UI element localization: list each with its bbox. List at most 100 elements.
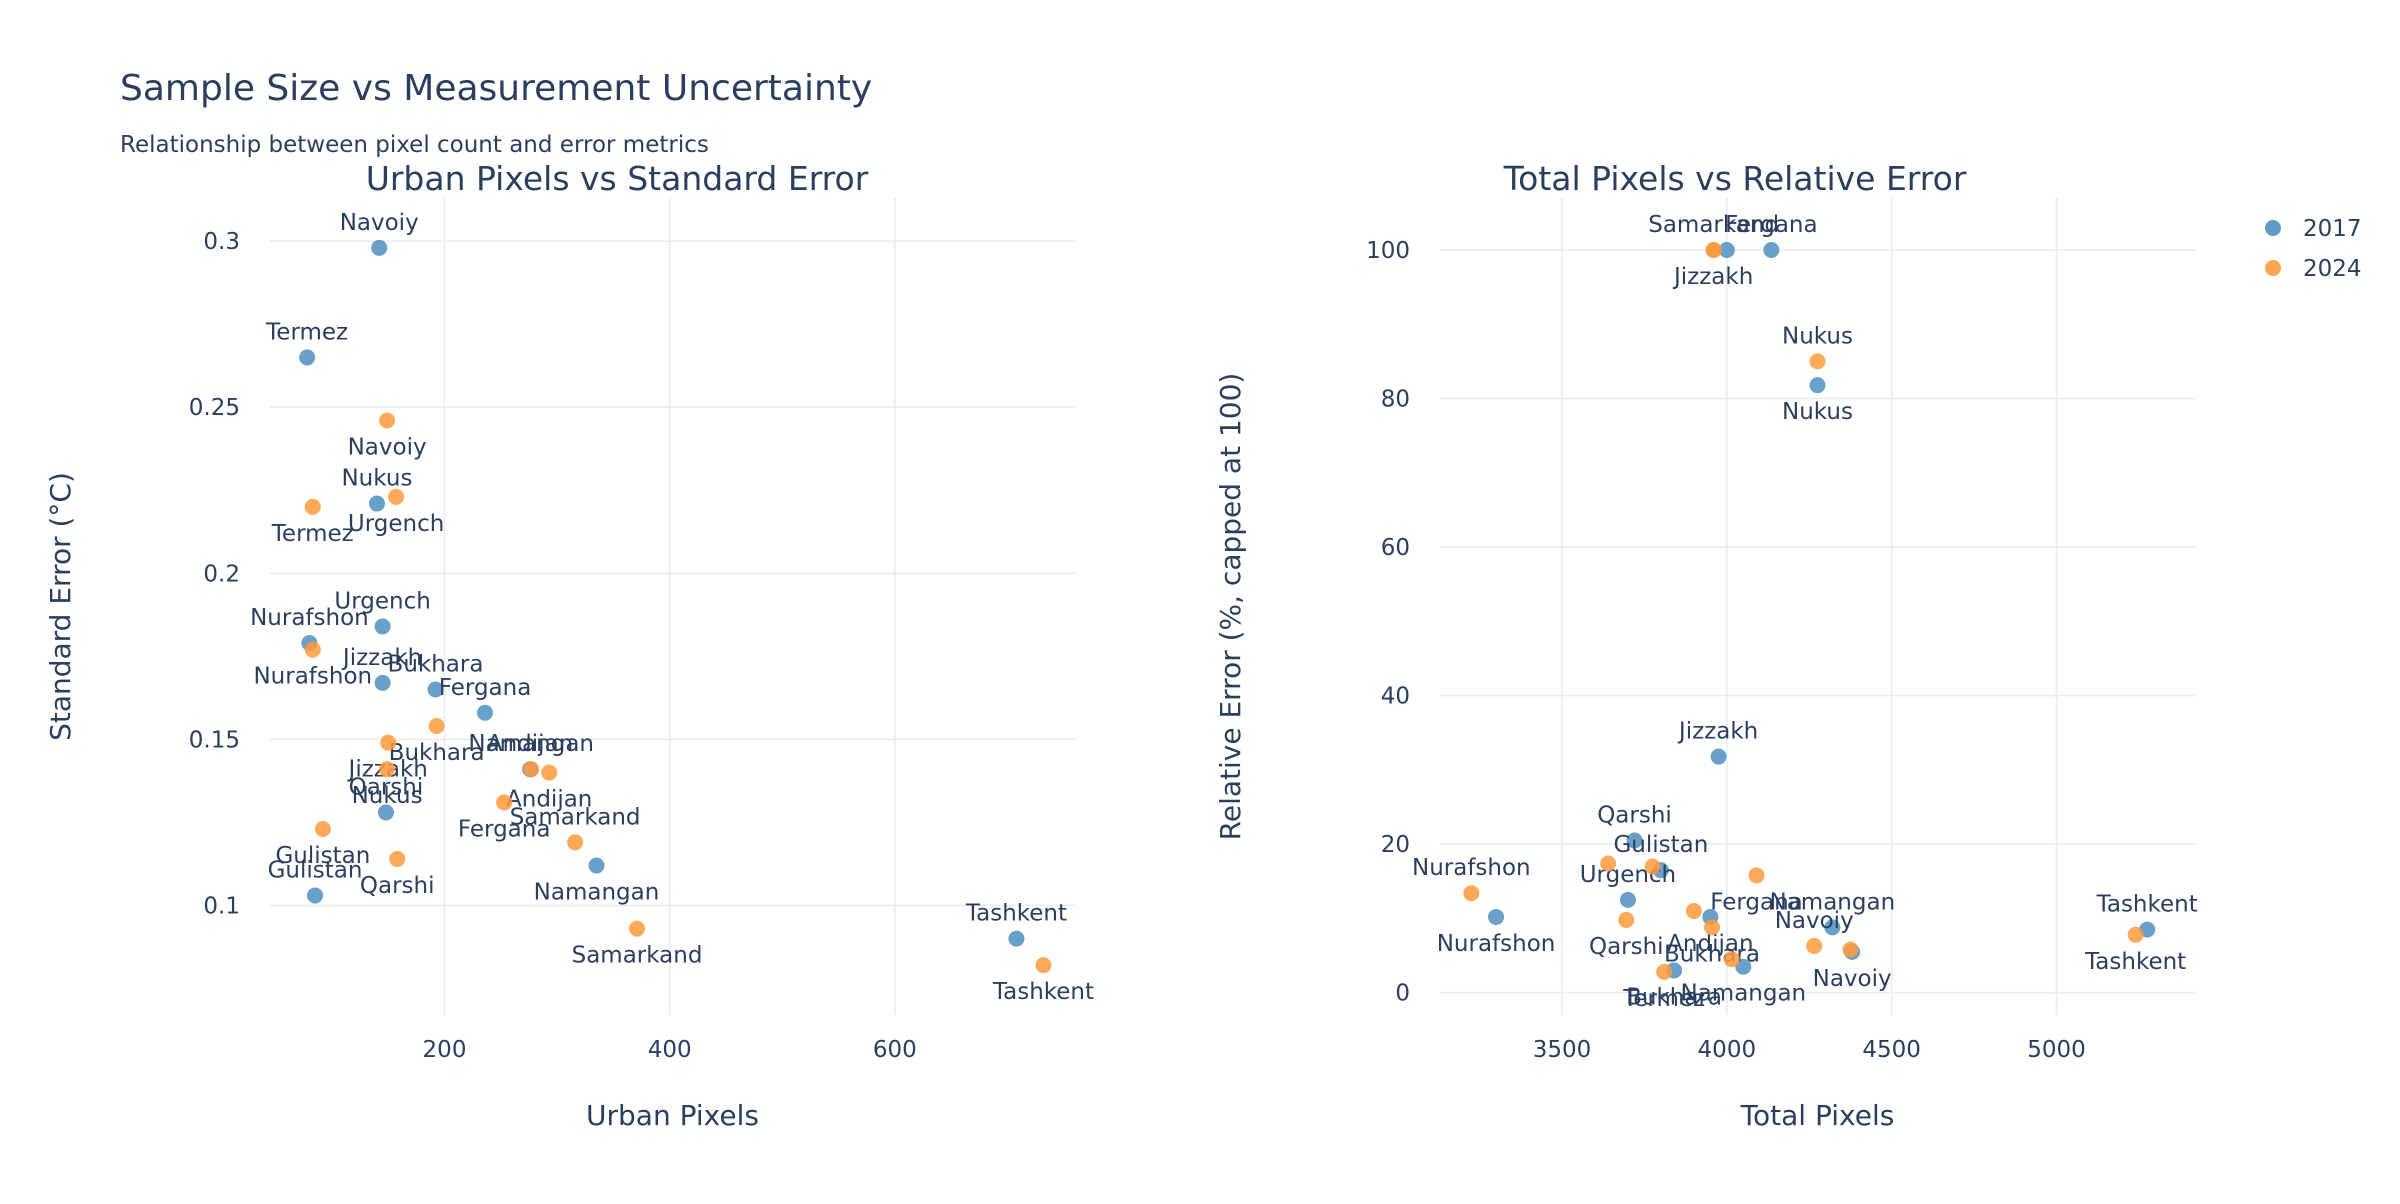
data-label: Samarkand bbox=[510, 804, 641, 830]
data-point[interactable] bbox=[304, 498, 321, 515]
data-point[interactable] bbox=[1735, 958, 1752, 975]
data-label: Jizzakh bbox=[1672, 264, 1753, 290]
data-point[interactable] bbox=[1488, 908, 1505, 925]
y-tick-label: 0.2 bbox=[203, 561, 240, 587]
data-label: Gulistan bbox=[268, 857, 363, 883]
data-label: Tashkent bbox=[2084, 949, 2186, 975]
legend-marker bbox=[2265, 220, 2281, 236]
data-label: Namangan bbox=[1770, 889, 1896, 915]
data-label: Nukus bbox=[341, 466, 412, 492]
y-tick-label: 80 bbox=[1381, 387, 1410, 413]
y-tick-label: 60 bbox=[1381, 535, 1410, 561]
x-tick-label: 4500 bbox=[1862, 1037, 1921, 1063]
data-point[interactable] bbox=[496, 794, 513, 811]
data-point[interactable] bbox=[1723, 951, 1740, 968]
y-tick-label: 20 bbox=[1381, 832, 1410, 858]
y-tick-label: 0.1 bbox=[203, 893, 240, 919]
data-label: Urgench bbox=[348, 511, 444, 537]
x-axis-title: Urban Pixels bbox=[586, 1099, 759, 1132]
data-point[interactable] bbox=[1035, 957, 1052, 974]
data-label: Tashkent bbox=[2096, 892, 2198, 918]
data-point[interactable] bbox=[2127, 926, 2144, 943]
data-label: Tashkent bbox=[992, 979, 1094, 1005]
data-label: Nurafshon bbox=[1437, 931, 1556, 957]
data-label: Samarkand bbox=[1648, 212, 1779, 238]
data-label: Tashkent bbox=[965, 901, 1067, 927]
data-label: Samarkand bbox=[572, 943, 703, 969]
subplot-title: Total Pixels vs Relative Error bbox=[1503, 159, 1967, 198]
data-label: Nurafshon bbox=[1412, 855, 1531, 881]
data-point[interactable] bbox=[377, 804, 394, 821]
data-point[interactable] bbox=[1685, 903, 1702, 920]
data-label: Jizzakh bbox=[341, 645, 422, 671]
subplot-title: Urban Pixels vs Standard Error bbox=[366, 159, 869, 198]
data-point[interactable] bbox=[427, 681, 444, 698]
legend[interactable]: 2017 2024 bbox=[2265, 216, 2362, 282]
series-2017: Fergana Nukus Jizzakh Qarshi Gulistan Urgench… bbox=[1437, 212, 2198, 1010]
data-point[interactable] bbox=[1748, 867, 1765, 884]
right-scatter-panel: 3500 4000 4500 5000 0 20 40 60 80 100 Total Pixels… bbox=[1214, 159, 2198, 1132]
data-label: Namangan bbox=[1680, 981, 1806, 1007]
data-point[interactable] bbox=[380, 734, 397, 751]
data-point[interactable] bbox=[477, 704, 494, 721]
data-point[interactable] bbox=[1705, 241, 1722, 258]
data-point[interactable] bbox=[1718, 241, 1735, 258]
data-label: Gulistan bbox=[275, 843, 370, 869]
y-tick-label: 0 bbox=[1395, 981, 1410, 1007]
series-2024: NavoiyTermezUrgenchNurafshonBukharaJizza… bbox=[253, 412, 1094, 1005]
legend-item-2024[interactable]: 2024 bbox=[2265, 256, 2362, 282]
data-point[interactable] bbox=[1600, 855, 1617, 872]
data-point[interactable] bbox=[1656, 963, 1673, 980]
data-label: Navoiy bbox=[1775, 908, 1854, 934]
data-point[interactable] bbox=[1703, 919, 1720, 936]
x-tick-label: 5000 bbox=[2027, 1037, 2086, 1063]
data-point[interactable] bbox=[588, 857, 605, 874]
data-point[interactable] bbox=[371, 239, 388, 256]
legend-item-2017[interactable]: 2017 bbox=[2265, 216, 2362, 242]
data-point[interactable] bbox=[523, 761, 540, 778]
data-label: Namangan bbox=[534, 880, 660, 906]
data-point[interactable] bbox=[1763, 241, 1780, 258]
data-point[interactable] bbox=[388, 488, 405, 505]
data-label: Navoiy bbox=[340, 210, 419, 236]
data-point[interactable] bbox=[379, 412, 396, 429]
data-point[interactable] bbox=[314, 821, 331, 838]
y-axis-title: Relative Error (%, capped at 100) bbox=[1214, 373, 1247, 841]
data-point[interactable] bbox=[1463, 885, 1480, 902]
data-point[interactable] bbox=[1710, 748, 1727, 765]
data-label: Andijan bbox=[506, 787, 592, 813]
data-label: Bukhara bbox=[1664, 941, 1760, 967]
data-point[interactable] bbox=[567, 834, 584, 851]
data-point[interactable] bbox=[629, 920, 646, 937]
x-tick-label: 600 bbox=[873, 1037, 917, 1063]
data-point[interactable] bbox=[374, 674, 391, 691]
data-point[interactable] bbox=[428, 718, 445, 735]
data-point[interactable] bbox=[1842, 941, 1859, 958]
data-point[interactable] bbox=[1619, 891, 1636, 908]
data-point[interactable] bbox=[307, 887, 324, 904]
data-point[interactable] bbox=[389, 850, 406, 867]
data-label: Qarshi bbox=[349, 774, 424, 800]
data-label: Navoiy bbox=[1813, 966, 1892, 992]
data-point[interactable] bbox=[541, 764, 558, 781]
data-point[interactable] bbox=[1008, 930, 1025, 947]
data-point[interactable] bbox=[299, 349, 316, 366]
x-axis-title: Total Pixels bbox=[1740, 1099, 1895, 1132]
data-label: Gulistan bbox=[1613, 832, 1708, 858]
data-point[interactable] bbox=[304, 641, 321, 658]
data-point[interactable] bbox=[368, 495, 385, 512]
data-point[interactable] bbox=[1809, 377, 1826, 394]
data-point[interactable] bbox=[379, 761, 396, 778]
data-point[interactable] bbox=[1618, 911, 1635, 928]
data-point[interactable] bbox=[1824, 919, 1841, 936]
data-label: Nukus bbox=[352, 783, 423, 809]
data-point[interactable] bbox=[1809, 353, 1826, 370]
y-tick-label: 40 bbox=[1381, 684, 1410, 710]
data-point[interactable] bbox=[1626, 832, 1643, 849]
data-label: Qarshi bbox=[360, 873, 435, 899]
data-point[interactable] bbox=[1644, 858, 1661, 875]
data-point[interactable] bbox=[1806, 937, 1823, 954]
data-point[interactable] bbox=[374, 618, 391, 635]
